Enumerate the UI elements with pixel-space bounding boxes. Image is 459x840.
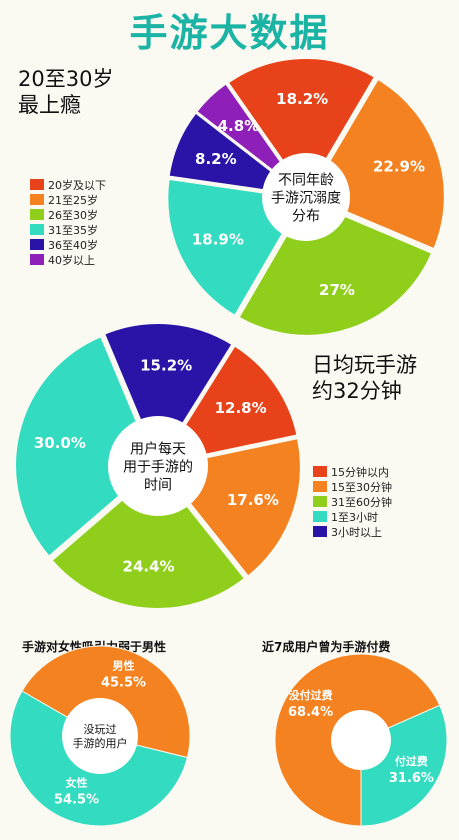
pie-slice (14, 334, 157, 559)
legend-item: 26至30岁 (30, 207, 106, 222)
section1-headline: 20至30岁 最上瘾 (18, 66, 113, 118)
slice-category-label: 没付过费 (289, 688, 333, 702)
slice-value-label: 31.6% (389, 771, 434, 786)
slice-value-label: 18.2% (276, 90, 328, 108)
slice-category-label: 付过费 (395, 754, 428, 768)
legend-item: 31至35岁 (30, 222, 106, 237)
legend-item: 3小时以上 (313, 524, 392, 539)
page-title: 手游大数据 (129, 11, 330, 55)
legend-label: 40岁以上 (48, 253, 95, 267)
legend-label: 1至3小时 (331, 510, 378, 524)
legend-label: 21至25岁 (48, 193, 98, 207)
legend-label: 20岁及以下 (48, 178, 106, 192)
legend-item: 1至3小时 (313, 509, 392, 524)
legend-swatch (30, 179, 44, 190)
legend-item: 31至60分钟 (313, 494, 392, 509)
section1-headline-line1: 20至30岁 (18, 67, 114, 91)
section2-headline-line2: 约32分钟 (312, 379, 402, 403)
slice-value-label: 27% (319, 281, 355, 299)
legend-item: 15分钟以内 (313, 464, 392, 479)
legend-label: 31至35岁 (48, 223, 98, 237)
section2-headline-line1: 日均玩手游 (312, 353, 417, 377)
pie-center-label: 时间 (144, 477, 172, 493)
slice-value-label: 18.9% (192, 231, 244, 249)
pie-center-label: 不同年龄 (278, 172, 334, 188)
slice-value-label: 8.2% (195, 150, 237, 168)
legend-label: 36至40岁 (48, 238, 98, 252)
legend-swatch (313, 496, 327, 507)
payment-chart-title: 近7成用户曾为手游付费 (262, 640, 391, 654)
legend-label: 26至30岁 (48, 208, 98, 222)
legend-item: 40岁以上 (30, 252, 106, 267)
pie-slice (226, 57, 377, 196)
legend-swatch (313, 526, 327, 537)
legend-item: 21至25岁 (30, 192, 106, 207)
pie-chart-4: 没付过费 68.4% 付过费 31.6% (274, 653, 448, 827)
slice-value-label: 24.4% (123, 557, 175, 575)
slice-value-label: 68.4% (288, 705, 333, 720)
pie-slice (102, 322, 234, 466)
legend-item: 20岁及以下 (30, 177, 106, 192)
legend-swatch (30, 254, 44, 265)
pie-center-label: 没玩过 (84, 723, 117, 736)
slice-category-label: 女性 (66, 775, 88, 789)
legend-label: 15分钟以内 (331, 465, 389, 479)
section2-headline: 日均玩手游 约32分钟 (312, 352, 417, 404)
pie-center-hole (331, 710, 391, 770)
time-legend: 15分钟以内 15至30分钟 31至60分钟 1至3小时 3小时以上 (313, 464, 392, 539)
legend-swatch (30, 224, 44, 235)
slice-value-label: 54.5% (54, 792, 99, 807)
legend-item: 36至40岁 (30, 237, 106, 252)
pie-center-hole (262, 153, 350, 241)
slice-value-label: 12.8% (215, 399, 267, 417)
pie-slice (50, 467, 247, 610)
pie-center-label: 用于手游的 (123, 459, 193, 475)
legend-label: 3小时以上 (331, 525, 382, 539)
legend-item: 15至30分钟 (313, 479, 392, 494)
pie-center-label: 手游的用户 (73, 736, 128, 750)
age-legend: 20岁及以下 21至25岁 26至30岁 31至35岁 36至40岁 40岁以上 (30, 177, 106, 267)
legend-swatch (313, 466, 327, 477)
slice-value-label: 15.2% (140, 357, 192, 375)
legend-label: 31至60分钟 (331, 495, 392, 509)
pie-center-hole (62, 698, 138, 774)
pie-slice (237, 198, 434, 337)
slice-value-label: 45.5% (101, 676, 146, 691)
pie-center-label: 用户每天 (130, 440, 186, 457)
legend-label: 15至30分钟 (331, 480, 392, 494)
pie-center-hole (108, 416, 208, 516)
slice-category-label: 男性 (112, 659, 134, 673)
legend-swatch (30, 209, 44, 220)
slice-value-label: 30.0% (34, 434, 86, 452)
slice-value-label: 4.8% (218, 117, 260, 135)
slice-value-label: 22.9% (373, 157, 425, 175)
legend-swatch (30, 194, 44, 205)
section1-headline-line2: 最上瘾 (18, 93, 81, 117)
slice-value-label: 17.6% (227, 491, 279, 509)
legend-swatch (30, 239, 44, 250)
legend-swatch (313, 481, 327, 492)
pie-center-label: 手游沉溺度 (271, 190, 341, 206)
legend-swatch (313, 511, 327, 522)
pie-center-label: 分布 (292, 208, 320, 224)
